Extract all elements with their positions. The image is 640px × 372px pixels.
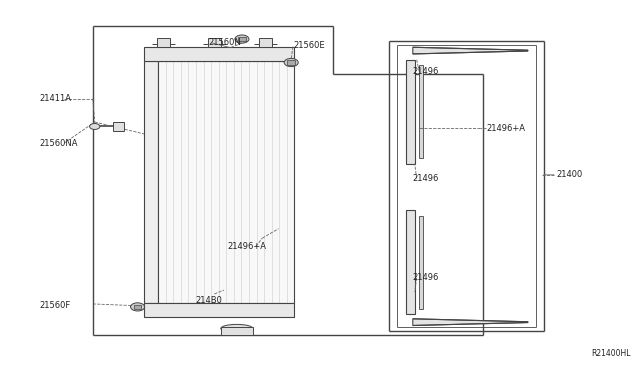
Bar: [208, 38, 221, 47]
Text: 21496: 21496: [413, 273, 439, 282]
Text: 21560F: 21560F: [40, 301, 71, 310]
Bar: [157, 38, 170, 47]
Text: 21496+A: 21496+A: [486, 124, 525, 133]
Text: 214B0: 214B0: [195, 296, 222, 305]
Bar: [238, 37, 246, 41]
Text: 21496: 21496: [413, 174, 439, 183]
Bar: [144, 303, 294, 317]
Polygon shape: [413, 319, 528, 326]
Ellipse shape: [221, 324, 253, 333]
Text: 21560N: 21560N: [208, 38, 241, 47]
Circle shape: [235, 35, 249, 43]
Circle shape: [284, 58, 298, 67]
Bar: [134, 305, 141, 309]
Bar: [158, 61, 294, 303]
Bar: [113, 122, 124, 131]
Bar: [419, 216, 422, 309]
Polygon shape: [413, 47, 528, 54]
Text: 21496: 21496: [413, 67, 439, 76]
Bar: [419, 65, 422, 158]
Bar: [144, 61, 158, 303]
Bar: [144, 47, 294, 61]
Bar: [287, 60, 295, 65]
Bar: [221, 327, 253, 335]
Text: R21400HL: R21400HL: [591, 349, 630, 358]
Text: 21496+A: 21496+A: [227, 242, 266, 251]
Text: 21560E: 21560E: [293, 41, 324, 50]
Bar: [406, 60, 415, 164]
Text: 21400: 21400: [557, 170, 583, 179]
Bar: [259, 38, 272, 47]
Circle shape: [90, 124, 100, 129]
Circle shape: [131, 303, 145, 311]
Bar: [406, 210, 415, 314]
Text: 21560NA: 21560NA: [40, 139, 78, 148]
Text: 21411A: 21411A: [40, 94, 72, 103]
